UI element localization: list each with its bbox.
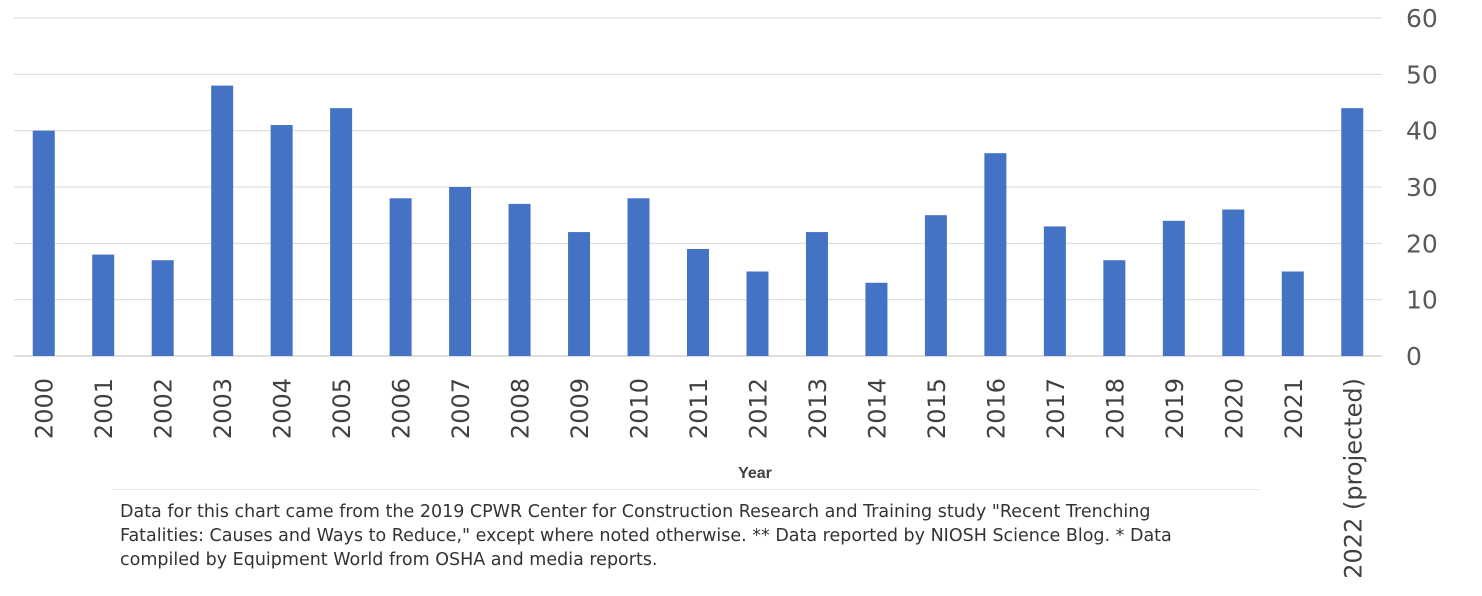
bar bbox=[924, 215, 947, 356]
y-tick-label: 10 bbox=[1406, 286, 1438, 315]
bar bbox=[449, 187, 472, 356]
x-tick-label: 2012 bbox=[744, 378, 772, 439]
y-tick-label: 30 bbox=[1406, 173, 1438, 202]
bars bbox=[32, 85, 1364, 357]
bar bbox=[1222, 209, 1245, 356]
bar bbox=[330, 108, 353, 356]
x-tick-label: 2005 bbox=[328, 378, 356, 439]
x-tick-label: 2016 bbox=[982, 378, 1010, 439]
x-tick-label: 2009 bbox=[566, 378, 594, 439]
bar bbox=[1103, 260, 1126, 356]
x-tick-label: 2006 bbox=[388, 378, 416, 439]
x-tick-label: 2020 bbox=[1220, 378, 1248, 439]
y-tick-label: 50 bbox=[1406, 60, 1438, 89]
x-tick-label: 2004 bbox=[269, 378, 297, 439]
bar bbox=[389, 198, 412, 356]
bar bbox=[211, 85, 234, 356]
x-tick-label: 2021 bbox=[1280, 378, 1308, 439]
bar bbox=[1281, 271, 1304, 356]
x-tick-label: 2022 (projected) bbox=[1339, 378, 1367, 579]
bar bbox=[1341, 108, 1364, 356]
divider bbox=[112, 489, 1260, 490]
bar bbox=[1162, 220, 1185, 356]
bar bbox=[805, 232, 828, 356]
gridlines bbox=[14, 17, 1382, 357]
y-tick-label: 0 bbox=[1406, 342, 1422, 371]
x-tick-label: 2008 bbox=[507, 378, 535, 439]
x-tick-label: 2000 bbox=[31, 378, 59, 439]
x-tick-label: 2014 bbox=[863, 378, 891, 439]
bar bbox=[984, 153, 1007, 356]
bar bbox=[508, 203, 531, 356]
bar bbox=[746, 271, 769, 356]
bar bbox=[32, 130, 55, 356]
bar bbox=[151, 260, 174, 356]
x-tick-label: 2017 bbox=[1042, 378, 1070, 439]
x-tick-label: 2019 bbox=[1161, 378, 1189, 439]
x-tick-label: 2002 bbox=[150, 378, 178, 439]
x-tick-label: 2015 bbox=[923, 378, 951, 439]
x-axis-ticks: 2000 2001 2002 2003 2004 2005 2006 2007 2008 2009… bbox=[31, 378, 1368, 579]
bar bbox=[627, 198, 650, 356]
x-tick-label: 2013 bbox=[804, 378, 832, 439]
x-tick-label: 2010 bbox=[626, 378, 654, 439]
x-tick-label: 2007 bbox=[447, 378, 475, 439]
x-axis-label: Year bbox=[738, 465, 772, 482]
y-tick-label: 40 bbox=[1406, 117, 1438, 146]
x-tick-label: 2018 bbox=[1101, 378, 1129, 439]
bar bbox=[92, 254, 115, 356]
bar bbox=[687, 248, 709, 356]
y-axis-ticks: 0 10 20 30 40 50 60 bbox=[1406, 4, 1438, 371]
bar bbox=[1043, 226, 1066, 356]
footnote: Data for this chart came from the 2019 C… bbox=[120, 502, 1172, 570]
x-tick-label: 2003 bbox=[209, 378, 237, 439]
bar bbox=[568, 232, 591, 356]
bar bbox=[270, 125, 293, 357]
x-tick-label: 2001 bbox=[90, 378, 118, 439]
y-tick-label: 20 bbox=[1406, 229, 1438, 258]
y-tick-label: 60 bbox=[1406, 4, 1438, 33]
x-tick-label: 2011 bbox=[685, 378, 713, 439]
bar bbox=[865, 282, 888, 356]
